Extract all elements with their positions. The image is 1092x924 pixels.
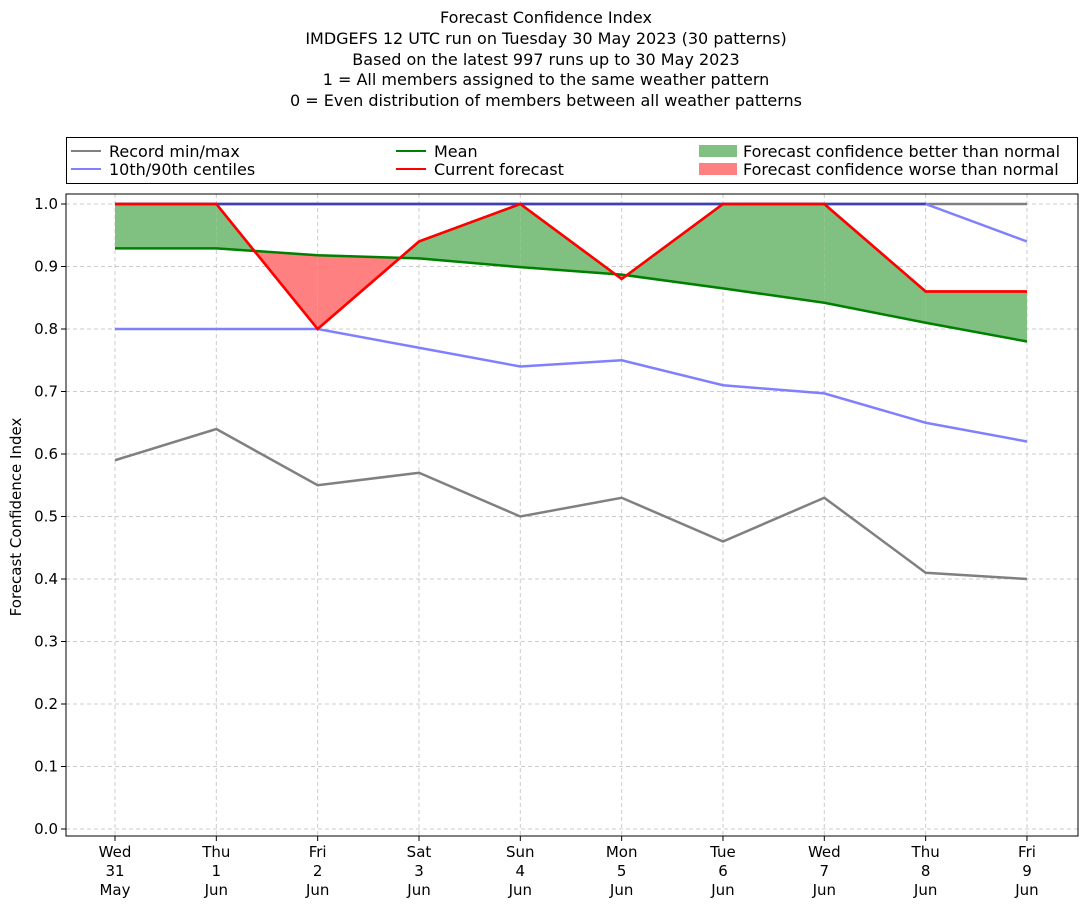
x-tick-label: 5 (617, 862, 627, 880)
legend-swatch (71, 168, 101, 170)
confidence-fills (115, 204, 1027, 342)
legend-swatch (396, 168, 426, 170)
fill-better-than-normal (722, 204, 825, 303)
fill-better-than-normal (115, 204, 217, 249)
legend-entry-better: Forecast confidence better than normal (699, 143, 1060, 161)
plot-frame (65, 193, 1079, 837)
series-line-10th-centile (115, 327, 1028, 443)
fill-better-than-normal (824, 204, 926, 323)
legend-entry-current: Current forecast (396, 161, 564, 179)
x-tick-label: Wed (808, 843, 841, 861)
legend-entry-mean: Mean (396, 143, 478, 161)
x-tick-label: Jun (812, 881, 836, 899)
legend: Record min/max 10th/90th centiles Mean C… (66, 137, 1078, 184)
x-tick-label: Thu (911, 843, 940, 861)
series-line-90th-centile (115, 202, 1028, 243)
y-tick-label: 0.1 (34, 758, 58, 776)
y-tick-label: 0.4 (34, 570, 58, 588)
subtitle-line: IMDGEFS 12 UTC run on Tuesday 30 May 202… (305, 28, 787, 48)
x-tick-label: Jun (609, 881, 633, 899)
x-tick-label: 1 (212, 862, 222, 880)
y-tick-label: 0.2 (34, 695, 58, 713)
x-tick-label: 31 (105, 862, 124, 880)
y-tick-label: 0.0 (34, 820, 58, 838)
x-tick-label: Sun (506, 843, 535, 861)
y-tick-label: 0.6 (34, 445, 58, 463)
legend-entry-centiles: 10th/90th centiles (71, 161, 255, 179)
series-line-current-forecast-top (115, 202, 1027, 331)
legend-label: Record min/max (109, 142, 240, 161)
legend-swatch (396, 150, 426, 152)
subtitle-line: Based on the latest 997 runs up to 30 Ma… (352, 49, 740, 69)
legend-label: 10th/90th centiles (109, 160, 256, 179)
legend-label: Forecast confidence better than normal (743, 142, 1061, 161)
x-tick-label: Jun (508, 881, 532, 899)
subtitle-line: 0 = Even distribution of members between… (289, 91, 803, 111)
x-tick-label: Thu (201, 843, 230, 861)
x-tick-label: Jun (406, 881, 430, 899)
x-tick-label: Jun (305, 881, 329, 899)
title-line: Forecast Confidence Index (440, 8, 652, 27)
legend-label: Forecast confidence worse than normal (743, 160, 1059, 179)
legend-swatch (71, 150, 101, 152)
fill-better-than-normal (925, 291, 1027, 342)
legend-swatch (699, 163, 737, 175)
y-tick-label: 1.0 (34, 195, 58, 213)
series-line-mean (115, 247, 1028, 343)
fill-better-than-normal (418, 204, 521, 268)
x-tick-label: Jun (1014, 881, 1038, 899)
x-tick-label: Mon (606, 843, 638, 861)
chart-title: Forecast Confidence Index IMDGEFS 12 UTC… (0, 8, 1092, 112)
x-tick-label: May (99, 881, 130, 899)
x-tick-label: 6 (718, 862, 728, 880)
legend-entry-worse: Forecast confidence worse than normal (699, 161, 1059, 179)
x-tick-label: 9 (1022, 862, 1032, 880)
subtitle-line: 1 = All members assigned to the same wea… (322, 70, 770, 90)
x-tick-label: 7 (820, 862, 830, 880)
legend-label: Mean (434, 142, 478, 161)
x-tick-label: Jun (710, 881, 734, 899)
x-tick-label: Fri (309, 843, 327, 861)
series-lines (114, 202, 1028, 581)
x-tick-label: 3 (414, 862, 424, 880)
x-tick-label: Jun (913, 881, 937, 899)
y-tick-label: 0.5 (34, 508, 58, 526)
legend-entry-record: Record min/max (71, 143, 240, 161)
x-tick-label: 2 (313, 862, 323, 880)
y-axis-label: Forecast Confidence Index (7, 418, 25, 617)
y-tick-label: 0.3 (34, 633, 58, 651)
fill-better-than-normal (626, 204, 723, 289)
y-tick-label: 0.9 (34, 258, 58, 276)
legend-swatch (699, 145, 737, 157)
x-tick-label: Tue (709, 843, 736, 861)
y-tick-label: 0.8 (34, 320, 58, 338)
y-tick-label: 0.7 (34, 383, 58, 401)
legend-label: Current forecast (434, 160, 564, 179)
x-tick-label: Sat (407, 843, 432, 861)
x-tick-label: Fri (1018, 843, 1036, 861)
x-tick-label: 8 (921, 862, 931, 880)
series-line-record-min (114, 427, 1028, 581)
x-tick-label: Wed (99, 843, 132, 861)
x-tick-label: 4 (516, 862, 526, 880)
x-tick-label: Jun (204, 881, 228, 899)
axes: 0.00.10.20.30.40.50.60.70.80.91.0Wed31Ma… (34, 193, 1079, 899)
